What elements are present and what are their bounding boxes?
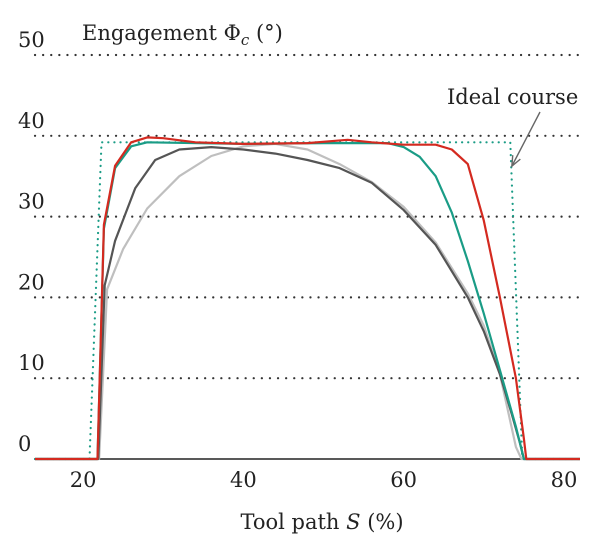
grid-lines <box>33 53 582 380</box>
series-line-2 <box>35 142 580 461</box>
x-axis-label-variable: S <box>346 510 360 534</box>
y-axis-label-unit: (°) <box>249 21 283 45</box>
x-tick-80: 80 <box>551 468 578 492</box>
x-axis-label-unit: (%) <box>361 510 404 534</box>
series-layer <box>33 136 582 461</box>
y-tick-labels: 0 10 20 30 40 50 <box>18 28 45 456</box>
x-axis-label-prefix: Tool path <box>240 510 346 534</box>
x-tick-40: 40 <box>230 468 257 492</box>
series-line-1 <box>33 141 582 461</box>
y-axis-label-main: Engagement Φ <box>82 21 241 45</box>
series-line-4 <box>35 141 580 461</box>
y-tick-0: 0 <box>18 432 31 456</box>
annotation-arrow-shaft <box>511 111 541 167</box>
annotation-ideal-course: Ideal course <box>447 85 578 109</box>
series-line-3 <box>35 146 580 461</box>
x-tick-20: 20 <box>70 468 97 492</box>
y-tick-10: 10 <box>18 351 45 375</box>
y-tick-40: 40 <box>18 109 45 133</box>
y-axis-label: Engagement Φc (°) <box>82 21 283 49</box>
x-tick-labels: 20 40 60 80 <box>70 468 578 492</box>
y-tick-50: 50 <box>18 28 45 52</box>
x-tick-60: 60 <box>390 468 417 492</box>
x-axis-label: Tool path S (%) <box>240 510 403 534</box>
y-tick-20: 20 <box>18 270 45 294</box>
y-axis-label-subscript: c <box>241 31 250 49</box>
series-line-5 <box>35 136 580 461</box>
y-tick-30: 30 <box>18 190 45 214</box>
annotation-arrow <box>511 111 541 168</box>
annotation-arrow-head <box>511 155 521 168</box>
